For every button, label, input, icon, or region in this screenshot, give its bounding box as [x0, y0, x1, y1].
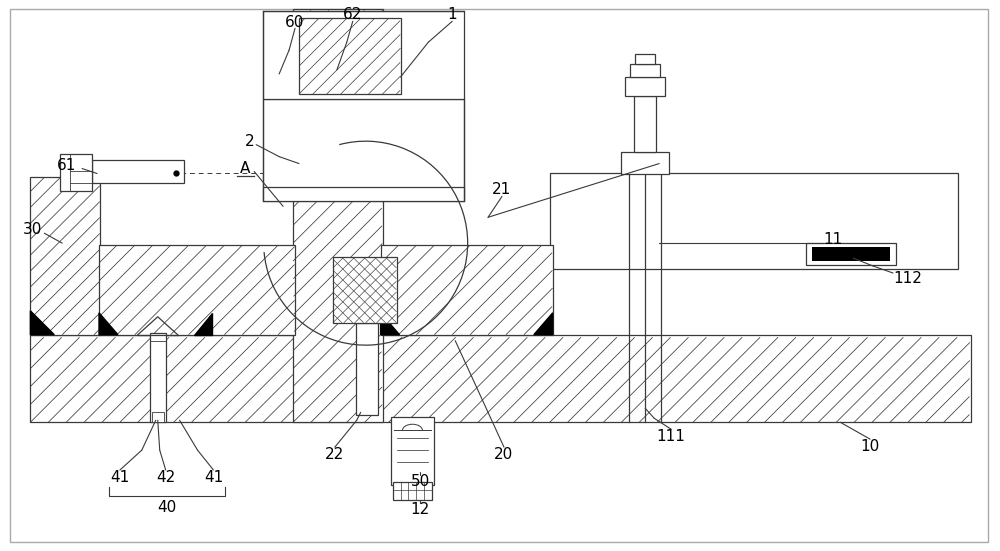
- Bar: [30, 177, 100, 334]
- Bar: [30, 334, 971, 422]
- Polygon shape: [30, 311, 54, 334]
- Text: 62: 62: [343, 7, 362, 22]
- Text: 50: 50: [411, 474, 430, 489]
- Bar: [263, 99, 464, 201]
- Text: 41: 41: [110, 471, 130, 485]
- Bar: [630, 64, 660, 77]
- Bar: [99, 245, 295, 334]
- Bar: [60, 154, 92, 191]
- Bar: [550, 172, 958, 269]
- Text: 30: 30: [22, 222, 42, 237]
- Bar: [263, 187, 464, 201]
- Text: 112: 112: [893, 272, 922, 287]
- Bar: [299, 18, 401, 94]
- Bar: [621, 152, 669, 174]
- Bar: [150, 333, 166, 422]
- Text: 61: 61: [57, 158, 76, 173]
- Polygon shape: [99, 313, 118, 334]
- Bar: [333, 257, 397, 323]
- Bar: [634, 96, 656, 152]
- Bar: [381, 137, 424, 190]
- Text: 21: 21: [492, 182, 512, 197]
- Text: 20: 20: [494, 447, 514, 462]
- Text: 10: 10: [860, 439, 880, 453]
- Bar: [293, 9, 383, 422]
- Bar: [263, 12, 464, 99]
- Polygon shape: [534, 313, 553, 334]
- Text: 41: 41: [204, 471, 223, 485]
- Bar: [806, 243, 896, 265]
- Bar: [812, 247, 890, 261]
- Bar: [635, 54, 655, 64]
- Text: 111: 111: [657, 429, 686, 444]
- Polygon shape: [194, 313, 212, 334]
- Text: 2: 2: [244, 134, 254, 149]
- Bar: [152, 412, 164, 422]
- Text: 22: 22: [325, 447, 344, 462]
- Bar: [356, 323, 378, 415]
- Text: 60: 60: [285, 15, 305, 30]
- Text: 42: 42: [156, 471, 175, 485]
- Bar: [381, 245, 553, 334]
- Bar: [92, 160, 184, 183]
- Bar: [271, 106, 456, 193]
- Bar: [393, 482, 432, 500]
- Text: 40: 40: [157, 500, 176, 515]
- Text: A: A: [240, 161, 250, 176]
- Bar: [391, 417, 434, 485]
- Text: 12: 12: [411, 503, 430, 517]
- Polygon shape: [381, 313, 400, 334]
- Text: 1: 1: [447, 7, 457, 22]
- Text: 11: 11: [823, 231, 843, 247]
- Bar: [625, 77, 665, 96]
